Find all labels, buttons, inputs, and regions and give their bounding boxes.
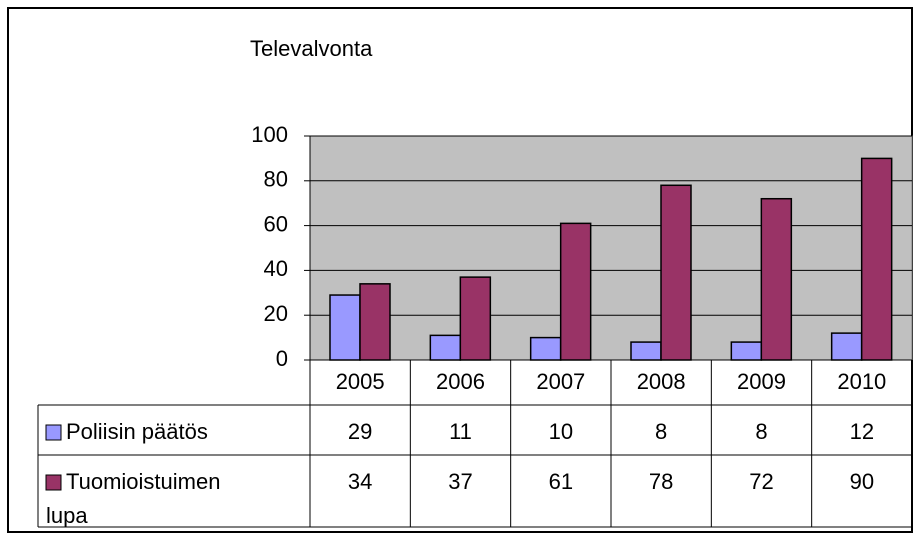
table-value: 61 [549,469,573,494]
bar [660,184,692,361]
x-tick-label: 2005 [336,369,385,394]
table-value: 8 [755,419,767,444]
bar [429,334,462,361]
plot-area [309,135,913,361]
table-value: 29 [348,419,372,444]
x-tick-label: 2009 [737,369,786,394]
table-value: 72 [749,469,773,494]
legend-label: Tuomioistuimen lupa [46,469,220,528]
y-tick-label: 100 [251,122,288,147]
bar [760,197,793,361]
table-value: 34 [348,469,372,494]
legend-label: Poliisin päätös [66,419,208,444]
x-tick-label: 2008 [637,369,686,394]
y-tick-label: 40 [264,256,288,281]
y-tick-label: 0 [276,346,288,371]
bar [630,341,662,361]
bar [730,341,763,361]
y-tick-label: 60 [264,211,288,236]
table-value: 78 [649,469,673,494]
bar [529,336,562,361]
bar [459,276,492,361]
x-tick-label: 2006 [436,369,485,394]
table-value: 8 [655,419,667,444]
y-tick-label: 80 [264,167,288,192]
x-tick-label: 2007 [536,369,585,394]
legend-key [45,474,62,491]
chart-title: Televalvonta [250,36,373,61]
table-value: 37 [448,469,472,494]
bar [860,157,893,361]
x-tick-label: 2010 [837,369,886,394]
table-value: 12 [850,419,874,444]
table-value: 11 [449,419,472,444]
bar [559,222,592,361]
table-value: 90 [850,469,874,494]
bar [329,294,361,361]
bar [359,283,391,361]
y-tick-label: 20 [264,301,288,326]
table-value: 10 [549,419,573,444]
legend-key [45,424,62,441]
bar [830,332,863,361]
